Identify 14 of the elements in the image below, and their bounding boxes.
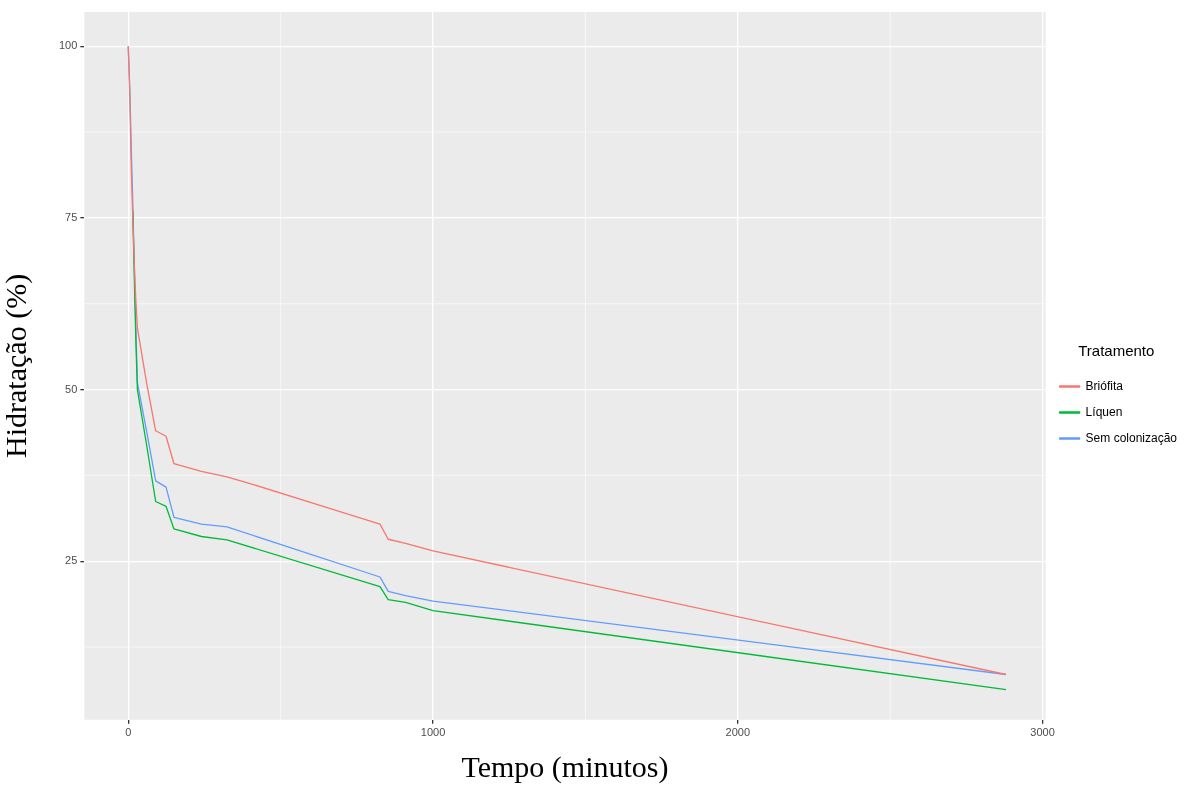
legend-label: Líquen	[1085, 404, 1123, 419]
y-tick-label: 100	[58, 39, 78, 52]
y-tick-label: 50	[65, 382, 78, 395]
x-tick-label: 3000	[1030, 726, 1055, 739]
x-tick-label: 2000	[725, 726, 751, 739]
x-tick-label: 0	[125, 726, 132, 739]
legend-label: Briófita	[1085, 378, 1124, 393]
legend-label: Sem colonização	[1085, 430, 1178, 445]
y-axis-title: Hidratação (%)	[0, 273, 33, 458]
x-tick-label: 1000	[420, 726, 446, 739]
y-tick-label: 75	[65, 210, 78, 223]
legend-title: Tratamento	[1078, 342, 1155, 360]
x-axis-title: Tempo (minutos)	[461, 749, 669, 784]
y-tick-label: 25	[65, 554, 78, 567]
